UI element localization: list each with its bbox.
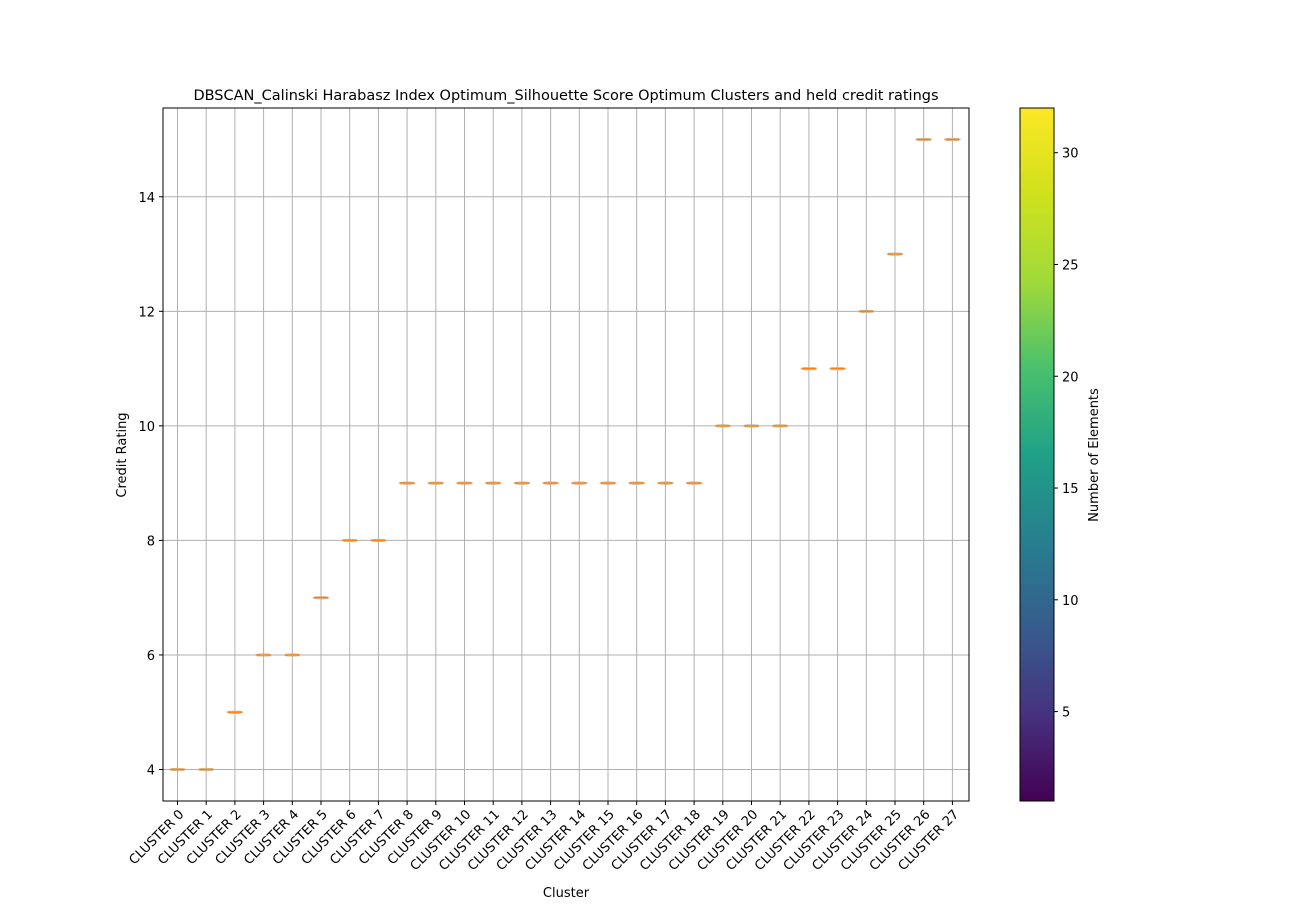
y-tick-label: 8 <box>147 534 155 549</box>
y-tick-label: 14 <box>138 191 155 206</box>
box-outline <box>657 481 674 485</box>
box-outline <box>197 767 215 772</box>
box-mark <box>599 481 617 485</box>
box-outline <box>427 481 445 485</box>
box-outline <box>944 137 961 142</box>
box-mark <box>800 366 818 371</box>
box-mark <box>427 481 445 485</box>
y-axis-label: Credit Rating <box>115 412 130 497</box>
box-mark <box>369 538 387 543</box>
box-outline <box>312 596 330 600</box>
box-mark <box>341 538 359 543</box>
box-outline <box>857 309 875 313</box>
colorbar-axis: 5 10 15 20 25 30 <box>1054 147 1079 721</box>
box-outline <box>255 653 273 657</box>
box-outline <box>283 653 301 657</box>
box-mark <box>312 596 330 600</box>
box-mark <box>857 309 875 313</box>
box-mark <box>743 424 760 428</box>
box-outline <box>886 252 904 256</box>
box-outline <box>714 424 732 428</box>
box-outline <box>456 481 473 485</box>
box-mark <box>542 481 559 485</box>
box-outline <box>513 481 531 485</box>
colorbar-tick-label: 20 <box>1062 370 1079 385</box>
colorbar <box>1019 107 1055 802</box>
chart-title: DBSCAN_Calinski Harabasz Index Optimum_S… <box>193 88 938 104</box>
y-tick-label: 12 <box>138 305 155 320</box>
colorbar-tick-label: 30 <box>1062 147 1079 162</box>
box-mark <box>255 653 273 657</box>
box-mark <box>628 481 646 485</box>
y-tick-label: 6 <box>147 649 155 664</box>
box-outline <box>915 137 933 142</box>
box-mark <box>771 424 789 428</box>
x-axis-label: Cluster <box>543 886 590 900</box>
box-outline <box>743 424 760 428</box>
box-mark <box>685 481 703 485</box>
box-mark <box>283 653 301 657</box>
colorbar-tick-label: 15 <box>1062 482 1079 497</box>
box-outline <box>484 481 502 485</box>
box-outline <box>542 481 559 485</box>
colorbar-label: Number of Elements <box>1087 388 1102 522</box>
box-mark <box>714 424 732 428</box>
box-outline <box>398 481 416 485</box>
box-outline <box>169 767 186 772</box>
box-outline <box>685 481 703 485</box>
box-mark <box>456 481 473 485</box>
box-outline <box>369 538 387 543</box>
box-mark <box>886 252 904 256</box>
box-mark <box>197 767 215 772</box>
box-mark <box>226 710 244 714</box>
colorbar-tick-label: 10 <box>1062 594 1079 609</box>
y-tick-label: 10 <box>138 420 155 435</box>
box-outline <box>628 481 646 485</box>
y-tick-label: 4 <box>147 764 155 779</box>
plot-area-frame <box>162 107 970 802</box>
box-mark <box>915 137 933 142</box>
box-mark <box>484 481 502 485</box>
box-outline <box>829 366 846 371</box>
box-mark <box>829 366 846 371</box>
box-outline <box>599 481 617 485</box>
box-mark <box>657 481 674 485</box>
box-outline <box>341 538 359 543</box>
box-mark <box>513 481 531 485</box>
box-outline <box>570 481 588 485</box>
box-outline <box>771 424 789 428</box>
box-mark <box>169 767 186 772</box>
colorbar-tick-label: 5 <box>1062 706 1070 721</box>
grid <box>163 108 969 801</box>
box-outline <box>800 366 818 371</box>
box-mark <box>398 481 416 485</box>
box-outline <box>226 710 244 714</box>
y-axis: 4 6 8 10 12 14 <box>138 191 163 779</box>
box-mark <box>570 481 588 485</box>
plot-marks <box>169 137 961 772</box>
box-mark <box>944 137 961 142</box>
colorbar-tick-label: 25 <box>1062 258 1079 273</box>
